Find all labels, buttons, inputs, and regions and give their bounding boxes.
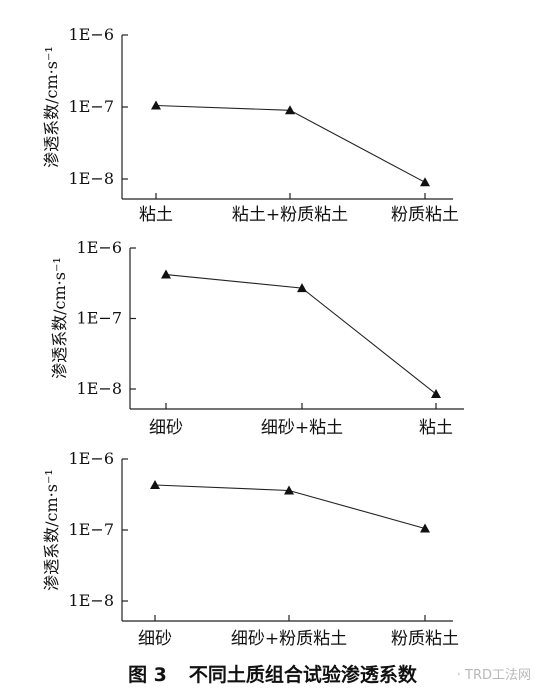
data-point-3 — [420, 523, 430, 533]
y-tick-label: 1E−7 — [69, 520, 114, 539]
data-point-1 — [150, 480, 160, 490]
caption-number: 图 3 — [128, 664, 167, 686]
y-tick-label: 1E−6 — [69, 449, 114, 468]
chart-panel-1: 1E−6 1E−7 1E−8 粘土 粘土+粉质粘土 粉质粘土 渗透系数/cm·s⁻¹ — [42, 25, 459, 225]
data-point-2 — [284, 485, 294, 495]
y-tick-label: 1E−7 — [77, 309, 122, 328]
chart-panel-3: 1E−6 1E−7 1E−8 细砂 细砂+粉质粘土 粉质粘土 渗透系数/cm·s⁻¹ — [42, 449, 459, 649]
data-point-1 — [151, 100, 161, 110]
x-tick-label: 粉质粘土 — [391, 205, 459, 225]
y-axis-label: 渗透系数/cm·s⁻¹ — [42, 469, 61, 591]
chart-panel-2: 1E−6 1E−7 1E−8 细砂 细砂+粘土 粘土 渗透系数/cm·s⁻¹ — [50, 238, 464, 438]
y-tick-label: 1E−7 — [69, 97, 114, 116]
x-tick-label: 粘土 — [139, 205, 173, 225]
figure: 1E−61E−71E−8粘土 粘土+粉质粘土 粉质粘土渗透系数/cm·s⁻¹1E−6… — [42, 25, 464, 649]
x-tick-label: 粘土+粉质粘土 — [232, 205, 348, 225]
x-tick-label: 细砂+粘土 — [261, 418, 343, 438]
y-axis-label: 渗透系数/cm·s⁻¹ — [42, 46, 61, 168]
y-axis-label: 渗透系数/cm·s⁻¹ — [50, 257, 69, 379]
caption-text: 不同土质组合试验渗透系数 — [188, 664, 417, 686]
data-point-2 — [297, 283, 307, 293]
x-tick-label: 粘土 — [419, 418, 453, 438]
data-point-3 — [420, 177, 430, 187]
y-tick-label: 1E−6 — [77, 238, 122, 257]
watermark: · TRD工法网 — [456, 668, 531, 683]
x-tick-label: 细砂+粉质粘土 — [231, 629, 347, 649]
y-tick-label: 1E−8 — [69, 591, 114, 610]
data-point-3 — [431, 388, 441, 398]
x-tick-label: 粉质粘土 — [391, 629, 459, 649]
x-tick-label: 细砂 — [149, 418, 183, 438]
data-point-1 — [161, 269, 171, 279]
data-point-2 — [285, 105, 295, 115]
y-tick-label: 1E−8 — [77, 379, 122, 398]
y-tick-label: 1E−6 — [69, 25, 114, 44]
x-tick-label: 细砂 — [138, 629, 172, 649]
figure-caption: 图 3 不同土质组合试验渗透系数 — [0, 660, 545, 687]
series-line — [165, 274, 437, 395]
y-tick-label: 1E−8 — [69, 169, 114, 188]
series-line — [155, 104, 426, 183]
